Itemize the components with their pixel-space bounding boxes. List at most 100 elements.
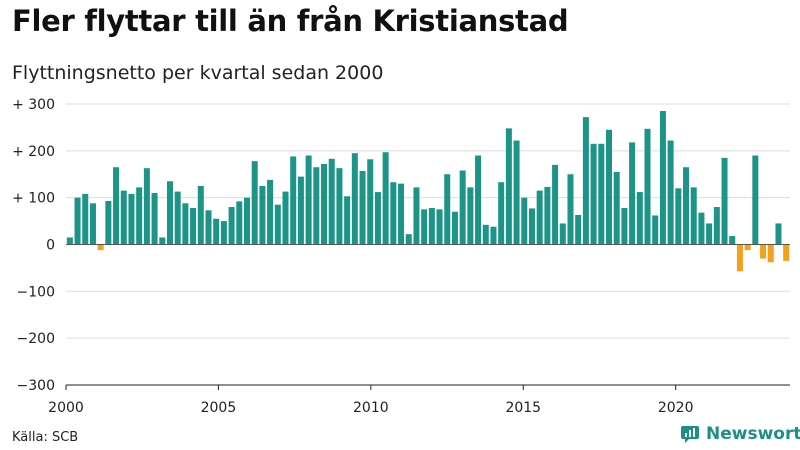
- bar: [82, 193, 89, 245]
- bar: [120, 190, 127, 245]
- bar: [536, 190, 543, 245]
- bar: [444, 174, 451, 245]
- bar: [251, 161, 258, 245]
- brand-name: Newsworthy: [706, 424, 800, 444]
- bar: [760, 244, 767, 259]
- bar: [459, 170, 466, 245]
- bar: [729, 236, 736, 245]
- bar: [783, 244, 790, 261]
- bar: [274, 204, 281, 245]
- bar: [351, 153, 358, 245]
- bar: [713, 207, 720, 245]
- bar: [706, 223, 713, 245]
- bar: [521, 197, 528, 245]
- bar: [97, 244, 104, 251]
- bar: [552, 164, 559, 245]
- bar: [467, 187, 474, 245]
- bar: [675, 188, 682, 245]
- bar: [767, 244, 774, 263]
- bar: [336, 168, 343, 245]
- newsworthy-logo-icon: [681, 426, 699, 443]
- bar: [567, 174, 574, 245]
- bar: [475, 155, 482, 245]
- bar: [428, 207, 435, 245]
- y-tick-label: −300: [17, 378, 55, 394]
- chart-subtitle: Flyttningsnetto per kvartal sedan 2000: [12, 62, 384, 84]
- x-tick-label: 2000: [48, 400, 84, 416]
- bar: [374, 192, 381, 245]
- bar: [282, 191, 289, 245]
- bar: [736, 244, 743, 272]
- bar: [166, 181, 173, 245]
- bar: [528, 208, 535, 245]
- chart-title: Fler flyttar till än från Kristianstad: [12, 4, 569, 38]
- bar: [744, 244, 751, 251]
- bar: [128, 193, 135, 245]
- bar: [644, 128, 651, 245]
- brand-logo[interactable]: Newsworthy: [680, 424, 800, 444]
- bar: [752, 155, 759, 245]
- bar: [344, 196, 351, 245]
- bar: [182, 203, 189, 245]
- bar: [621, 207, 628, 245]
- bar: [205, 210, 212, 245]
- bar: [683, 167, 690, 245]
- bar: [159, 237, 166, 245]
- bar: [136, 187, 143, 245]
- x-tick-label: 2020: [658, 400, 694, 416]
- bar: [113, 167, 120, 245]
- bar: [405, 234, 412, 245]
- y-tick-label: −200: [17, 331, 55, 347]
- y-axis-tick-labels: + 300 + 200 + 100 0 −100 −200 −300: [12, 97, 55, 394]
- bar: [598, 143, 605, 245]
- x-tick-label: 2010: [353, 400, 389, 416]
- bar: [236, 201, 243, 245]
- bar: [74, 197, 81, 245]
- bar: [89, 203, 96, 245]
- bar: [151, 192, 158, 245]
- bar: [636, 192, 643, 245]
- bar: [367, 159, 374, 245]
- bar: [413, 187, 420, 245]
- bar: [575, 214, 582, 245]
- bar: [66, 237, 73, 245]
- bar: [197, 185, 204, 245]
- bar: [652, 215, 659, 245]
- bar: [398, 183, 405, 245]
- bar: [505, 128, 512, 245]
- bar: [482, 224, 489, 245]
- bar: [721, 157, 728, 245]
- bar: [359, 170, 366, 245]
- bar: [243, 197, 251, 245]
- bar: [228, 207, 235, 245]
- bar: [105, 200, 112, 245]
- bar: [213, 218, 220, 245]
- bar: [390, 182, 397, 245]
- bar: [498, 182, 505, 245]
- bar: [220, 221, 227, 245]
- bar: [582, 117, 589, 245]
- bar: [421, 209, 428, 245]
- y-tick-label: + 200: [12, 144, 55, 160]
- bars: [66, 111, 790, 272]
- bar: [382, 152, 389, 245]
- bar: [321, 163, 328, 245]
- bar: [297, 176, 304, 245]
- bar: [698, 212, 705, 245]
- bar: [690, 187, 697, 245]
- bar: [659, 111, 666, 245]
- bar: [305, 155, 312, 245]
- bar: [259, 185, 266, 245]
- source-label: Källa: SCB: [12, 430, 79, 445]
- bar: [590, 143, 597, 245]
- bar: [290, 156, 297, 245]
- bar: [190, 207, 197, 245]
- bar: [605, 129, 613, 245]
- bar: [328, 158, 335, 245]
- bar: [667, 140, 674, 245]
- bar: [174, 191, 181, 245]
- x-tick-label: 2015: [505, 400, 541, 416]
- bar: [613, 171, 620, 245]
- bar: [544, 186, 551, 245]
